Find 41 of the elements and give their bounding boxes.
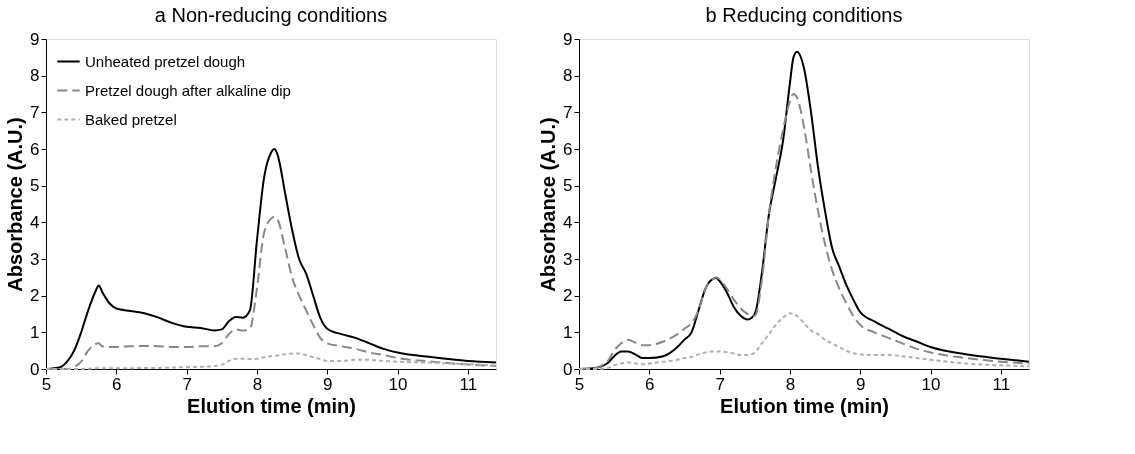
x-tick-label: 11 — [459, 374, 478, 394]
chart-title: a Non-reducing conditions — [154, 4, 388, 26]
y-tick-label: 9 — [30, 29, 40, 49]
legend-label: Pretzel dough after alkaline dip — [85, 81, 291, 99]
y-tick-label: 1 — [563, 322, 573, 342]
x-axis-title: Elution time (min) — [187, 394, 356, 417]
x-tick-label: 6 — [112, 374, 122, 394]
y-tick-label: 5 — [30, 176, 40, 196]
y-tick-label: 7 — [563, 102, 573, 122]
y-tick-label: 5 — [563, 176, 573, 196]
chart-title: b Reducing conditions — [705, 4, 903, 26]
y-tick-label: 4 — [563, 212, 573, 232]
y-tick-label: 8 — [30, 66, 40, 86]
y-tick-label: 4 — [30, 212, 40, 232]
y-tick-label: 7 — [30, 102, 40, 122]
x-tick-label: 10 — [921, 374, 941, 394]
y-tick-label: 3 — [30, 249, 40, 269]
x-tick-label: 8 — [252, 374, 263, 394]
y-tick-label: 6 — [30, 139, 40, 159]
legend-label: Baked pretzel — [85, 110, 177, 128]
x-tick-label: 6 — [645, 374, 655, 394]
y-tick-label: 6 — [563, 139, 573, 159]
x-tick-label: 11 — [992, 374, 1011, 394]
y-tick-label: 0 — [30, 359, 40, 379]
y-axis-title: Absorbance (A.U.) — [537, 117, 560, 292]
y-tick-label: 0 — [563, 359, 573, 379]
x-tick-label: 7 — [715, 374, 725, 394]
x-axis-title: Elution time (min) — [720, 394, 889, 417]
x-tick-label: 9 — [323, 374, 333, 394]
legend-label: Unheated pretzel dough — [85, 52, 246, 70]
y-tick-label: 9 — [563, 29, 573, 49]
y-axis-title: Absorbance (A.U.) — [4, 117, 27, 292]
x-tick-label: 7 — [182, 374, 192, 394]
x-tick-label: 9 — [856, 374, 866, 394]
x-tick-label: 10 — [388, 374, 408, 394]
y-tick-label: 1 — [30, 322, 40, 342]
y-tick-label: 8 — [563, 66, 573, 86]
y-tick-label: 2 — [563, 286, 573, 306]
y-tick-label: 3 — [563, 249, 573, 269]
x-tick-label: 8 — [785, 374, 796, 394]
y-tick-label: 2 — [30, 286, 40, 306]
